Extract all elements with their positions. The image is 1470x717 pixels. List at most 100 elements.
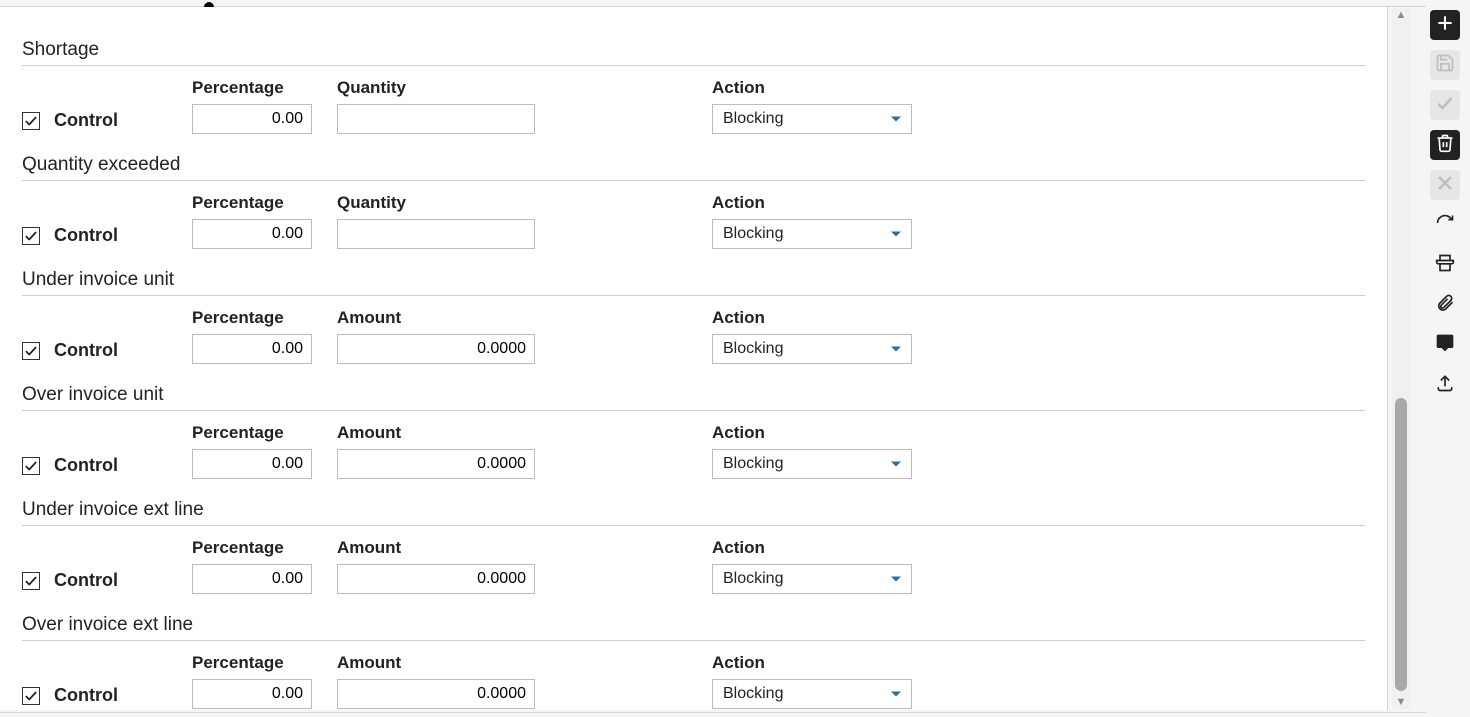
amount-header: Amount — [337, 423, 537, 443]
check-button — [1430, 90, 1460, 120]
save-button — [1430, 50, 1460, 80]
quantity-header: Quantity — [337, 78, 537, 98]
close-icon — [1435, 173, 1455, 198]
quantity-input[interactable] — [337, 219, 535, 249]
percentage-header: Percentage — [192, 193, 337, 213]
attach-icon — [1435, 293, 1455, 318]
content-panel: Shortage Control Percentage Quantity Act… — [0, 7, 1388, 710]
action-header: Action — [712, 423, 912, 443]
section-title: Over invoice unit — [22, 384, 1365, 406]
percentage-input[interactable] — [192, 449, 312, 479]
section-title: Under invoice unit — [22, 269, 1365, 291]
control-label: Control — [54, 225, 118, 246]
percentage-input[interactable] — [192, 334, 312, 364]
section-divider — [22, 180, 1365, 181]
action-select-value: Blocking — [723, 340, 783, 358]
section-title: Quantity exceeded — [22, 154, 1365, 176]
check-icon — [1435, 93, 1455, 118]
action-header: Action — [712, 653, 912, 673]
percentage-input[interactable] — [192, 564, 312, 594]
quantity-input[interactable] — [337, 104, 535, 134]
percentage-header: Percentage — [192, 78, 337, 98]
bottom-divider — [0, 712, 1426, 713]
action-header: Action — [712, 538, 912, 558]
section-divider — [22, 295, 1365, 296]
amount-input[interactable] — [337, 449, 535, 479]
action-select[interactable]: Blocking — [712, 219, 912, 249]
action-header: Action — [712, 78, 912, 98]
percentage-header: Percentage — [192, 423, 337, 443]
action-select[interactable]: Blocking — [712, 449, 912, 479]
section-row: Control Percentage Quantity Action Block… — [22, 78, 1365, 140]
trash-icon — [1435, 133, 1455, 158]
vertical-scrollbar[interactable]: ▲ ▼ — [1392, 8, 1410, 709]
control-checkbox[interactable] — [22, 457, 40, 475]
control-label: Control — [54, 110, 118, 131]
action-select[interactable]: Blocking — [712, 334, 912, 364]
amount-header: Amount — [337, 538, 537, 558]
export-icon — [1435, 373, 1455, 398]
amount-header: Amount — [337, 653, 537, 673]
action-select-value: Blocking — [723, 570, 783, 588]
scroll-up-arrow[interactable]: ▲ — [1392, 8, 1410, 22]
section-title: Under invoice ext line — [22, 499, 1365, 521]
section-title: Shortage — [22, 39, 1365, 61]
action-header: Action — [712, 308, 912, 328]
action-header: Action — [712, 193, 912, 213]
refresh-icon — [1435, 213, 1455, 238]
amount-input[interactable] — [337, 679, 535, 709]
comment-icon — [1435, 333, 1455, 358]
trash-button[interactable] — [1430, 130, 1460, 160]
percentage-input[interactable] — [192, 219, 312, 249]
chevron-down-icon — [891, 462, 901, 467]
section-title: Over invoice ext line — [22, 614, 1365, 636]
control-label: Control — [54, 570, 118, 591]
quantity-header: Quantity — [337, 193, 537, 213]
percentage-input[interactable] — [192, 104, 312, 134]
control-label: Control — [54, 685, 118, 706]
section-row: Control Percentage Amount Action Blockin… — [22, 423, 1365, 485]
chevron-down-icon — [891, 232, 901, 237]
print-icon — [1435, 253, 1455, 278]
action-select-value: Blocking — [723, 685, 783, 703]
comment-button[interactable] — [1430, 330, 1460, 360]
save-icon — [1435, 53, 1455, 78]
percentage-header: Percentage — [192, 653, 337, 673]
control-checkbox[interactable] — [22, 112, 40, 130]
export-button[interactable] — [1430, 370, 1460, 400]
control-checkbox[interactable] — [22, 342, 40, 360]
chevron-down-icon — [891, 117, 901, 122]
amount-input[interactable] — [337, 564, 535, 594]
control-checkbox[interactable] — [22, 572, 40, 590]
section-divider — [22, 640, 1365, 641]
section-row: Control Percentage Amount Action Blockin… — [22, 538, 1365, 600]
scroll-down-arrow[interactable]: ▼ — [1392, 695, 1410, 709]
refresh-button[interactable] — [1430, 210, 1460, 240]
action-select[interactable]: Blocking — [712, 679, 912, 709]
percentage-header: Percentage — [192, 538, 337, 558]
action-select[interactable]: Blocking — [712, 104, 912, 134]
plus-icon — [1435, 13, 1455, 38]
control-checkbox[interactable] — [22, 687, 40, 705]
section-row: Control Percentage Amount Action Blockin… — [22, 308, 1365, 370]
section-divider — [22, 525, 1365, 526]
control-label: Control — [54, 455, 118, 476]
plus-button[interactable] — [1430, 10, 1460, 40]
close-button — [1430, 170, 1460, 200]
chevron-down-icon — [891, 692, 901, 697]
action-select[interactable]: Blocking — [712, 564, 912, 594]
action-select-value: Blocking — [723, 225, 783, 243]
percentage-input[interactable] — [192, 679, 312, 709]
section-row: Control Percentage Quantity Action Block… — [22, 193, 1365, 255]
amount-input[interactable] — [337, 334, 535, 364]
chevron-down-icon — [891, 577, 901, 582]
section-divider — [22, 65, 1365, 66]
scrollbar-thumb[interactable] — [1395, 398, 1407, 691]
control-checkbox[interactable] — [22, 227, 40, 245]
attach-button[interactable] — [1430, 290, 1460, 320]
section-divider — [22, 410, 1365, 411]
action-select-value: Blocking — [723, 455, 783, 473]
print-button[interactable] — [1430, 250, 1460, 280]
section-row: Control Percentage Amount Action Blockin… — [22, 653, 1365, 710]
percentage-header: Percentage — [192, 308, 337, 328]
